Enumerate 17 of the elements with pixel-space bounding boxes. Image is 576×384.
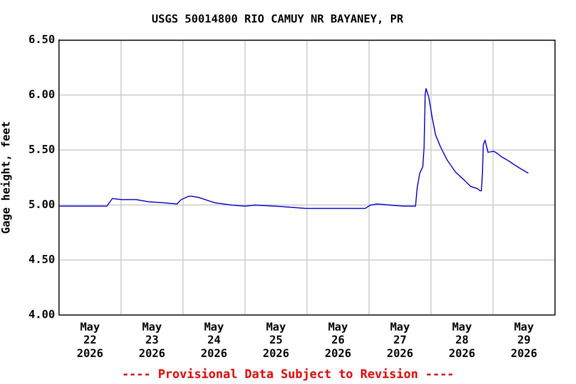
text: ---- Provisional Data Subject to Revision ---- xyxy=(120,367,456,381)
x-tick-label: May 26 2026 xyxy=(324,320,352,360)
y-tick-label: 5.00 xyxy=(28,198,55,211)
x-tick-label: May 22 2026 xyxy=(76,320,104,360)
y-tick-label: 6.00 xyxy=(28,88,55,102)
x-tick-label: May 24 2026 xyxy=(200,320,228,360)
y-tick-label: 4.00 xyxy=(28,308,55,321)
y-tick-label: 6.50 xyxy=(28,33,55,46)
x-tick-label: May 28 2026 xyxy=(448,320,476,360)
x-tick-label: May 23 2026 xyxy=(138,320,166,360)
x-tick-label: May 27 2026 xyxy=(386,320,414,360)
y-tick-label: 4.50 xyxy=(28,252,55,266)
y-axis-title: Gage height, feet xyxy=(0,121,12,234)
x-tick-label: May 29 2026 xyxy=(510,320,538,360)
x-tick-label: May 25 2026 xyxy=(262,320,290,360)
y-tick-label: 5.50 xyxy=(28,142,55,156)
chart-title: USGS 50014800 RIO CAMUY NR BAYANEY, PR xyxy=(152,12,404,26)
